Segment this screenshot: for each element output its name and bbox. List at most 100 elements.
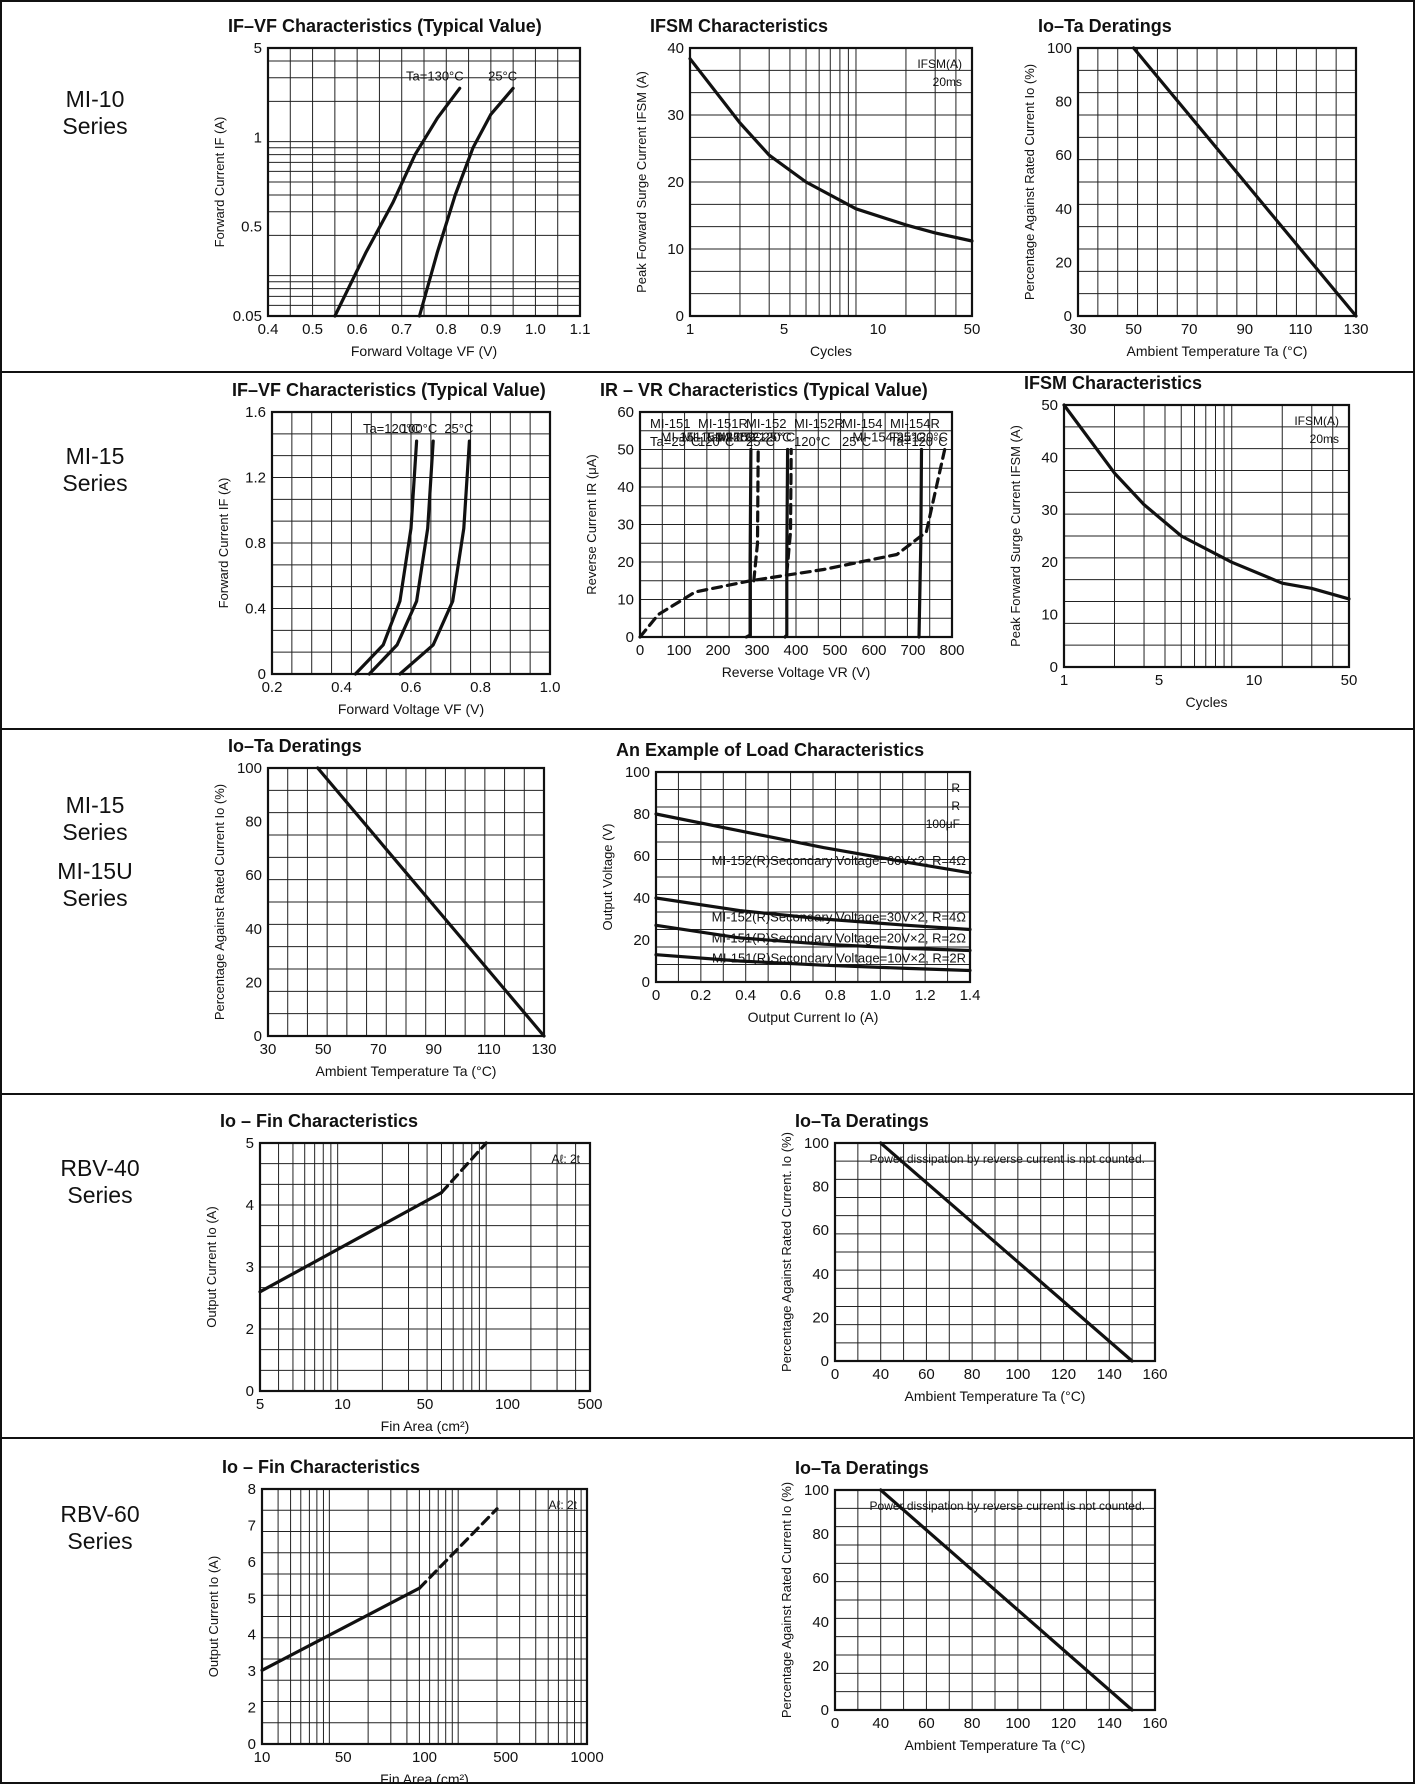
gridlines [271,411,551,675]
y-tick-label: 20 [245,974,262,991]
x-tick-label: 0.6 [780,987,801,1004]
y-tick-label: 20 [667,174,684,191]
x-tick-label: 1.0 [870,987,891,1004]
series-line: Series [62,470,128,496]
x-tick-label: 0.8 [825,987,846,1004]
data-series-line [367,439,435,676]
series-label: MI-152 120°C [715,430,795,445]
x-tick-label: 200 [705,642,730,659]
x-axis-label: Cycles [810,343,852,359]
x-tick-label: 90 [1236,321,1253,338]
chart-title: Io – Fin Characteristics [220,1111,418,1131]
gridlines [834,1142,1156,1362]
y-axis-label: Output Current Io (A) [204,1206,219,1327]
x-tick-label: 400 [783,642,808,659]
data-series-line [785,447,793,575]
y-tick-label: 60 [633,848,650,865]
y-tick-label: 20 [812,1309,829,1326]
x-tick-label: 1.2 [915,987,936,1004]
series-line: Series [62,885,128,911]
section-mi15: MI-15 Series [0,373,1415,730]
annotation-label: 20ms [1310,432,1339,446]
chart-title: IR – VR Characteristics (Typical Value) [600,380,928,400]
x-tick-label: 500 [577,1396,602,1413]
y-tick-label: 0.5 [241,219,262,236]
chart-title: IF–VF Characteristics (Typical Value) [228,16,542,36]
series-label-rbv60: RBV-60 Series [40,1501,160,1555]
data-series-line [879,1141,1134,1363]
x-tick-label: 10 [1246,672,1263,689]
y-tick-label: 2 [248,1700,256,1717]
section-rbv40: RBV-40 Series [0,1095,1415,1439]
y-tick-label: 20 [617,554,634,571]
x-tick-label: 60 [918,1715,935,1732]
curve-label: MI-151R [698,416,748,431]
y-axis-label: Output Voltage (V) [600,824,615,931]
y-tick-label: 7 [248,1517,256,1534]
x-tick-label: 160 [1142,1366,1167,1383]
series-line: MI-10 [65,86,125,112]
x-axis-label: Ambient Temperature Ta (°C) [316,1063,497,1079]
x-axis-label: Reverse Voltage VR (V) [722,664,871,680]
chart-9: 5 10 50 100 500 0 2 3 4 5 Io – Fin Characteristics… [204,1111,603,1434]
x-tick-label: 130 [1343,321,1368,338]
series-label: 100°C [401,421,437,436]
y-axis-label: Forward Current IF (A) [216,478,231,609]
x-tick-label: 0 [652,987,660,1004]
y-tick-label: 100 [1047,40,1072,57]
chart-title: Io – Fin Characteristics [222,1457,420,1477]
x-tick-label: 0.5 [302,321,323,338]
data-series-line [654,923,972,953]
series-line: Series [67,1528,133,1554]
y-tick-label: 2 [246,1321,254,1338]
chart-title: IF–VF Characteristics (Typical Value) [232,380,546,400]
annotation-label: Power dissipation by reverse current is … [870,1152,1145,1166]
y-axis-label: Peak Forward Surge Current IFSM (A) [1008,425,1023,647]
section-rbv60: RBV-60 Series [0,1439,1415,1784]
series-line: MI-15U [57,858,133,884]
x-tick-label: 0.6 [347,321,368,338]
chart-title: Io–Ta Deratings [228,736,362,756]
x-tick-label: 140 [1097,1715,1122,1732]
gridlines [1077,47,1357,317]
series-line: MI-15 [65,443,125,469]
series-label: MI-152(R)Secondary Voltage=60V×2, R=4Ω [712,853,967,868]
x-tick-label: 0.7 [391,321,412,338]
y-tick-label: 40 [245,921,262,938]
x-tick-label: 0.9 [480,321,501,338]
y-tick-label: 0.8 [245,535,266,552]
y-axis-label: Forward Current IF (A) [212,117,227,248]
series-label: MI-151(R)Secondary Voltage=20V×2, R=2Ω [712,931,967,946]
x-tick-label: 1.4 [960,987,981,1004]
x-axis-label: Fin Area (cm²) [380,1771,469,1784]
chart-3: 30 50 70 90 110 130 0 20 40 60 80 100 Io–Ta Derating… [1022,16,1369,359]
y-tick-label: 0 [626,629,634,646]
x-tick-label: 50 [315,1041,332,1058]
y-tick-label: 0 [642,974,650,991]
data-series-line [1131,46,1358,318]
data-series-line [688,57,974,243]
data-series-line [398,439,471,676]
x-tick-label: 0.4 [258,321,279,338]
x-tick-label: 40 [872,1366,889,1383]
x-tick-label: 110 [477,1041,501,1058]
gridlines [1063,404,1350,668]
series-line: MI-15 [65,792,125,818]
chart-1: 0.4 0.5 0.6 0.7 0.8 0.9 1.0 1.1 0.05 0.5 1 5 IF–VF C… [212,16,590,359]
series-line: RBV-40 [60,1155,140,1181]
plot-frame [1076,46,1358,318]
x-tick-label: 5 [1155,672,1163,689]
curve-label: MI-151 [650,416,690,431]
x-tick-label: 5 [256,1396,264,1413]
curve-label: Ta=25°C [650,434,700,449]
gridlines [834,1489,1156,1711]
x-tick-label: 130 [531,1041,556,1058]
y-tick-label: 5 [248,1590,256,1607]
y-tick-label: 50 [1041,397,1058,414]
chart-title: IFSM Characteristics [1024,373,1202,393]
curve-label: 25°C [842,434,871,449]
x-axis-label: Fin Area (cm²) [381,1418,470,1434]
plot-frame [688,46,974,318]
chart-title: Io–Ta Deratings [795,1111,929,1131]
